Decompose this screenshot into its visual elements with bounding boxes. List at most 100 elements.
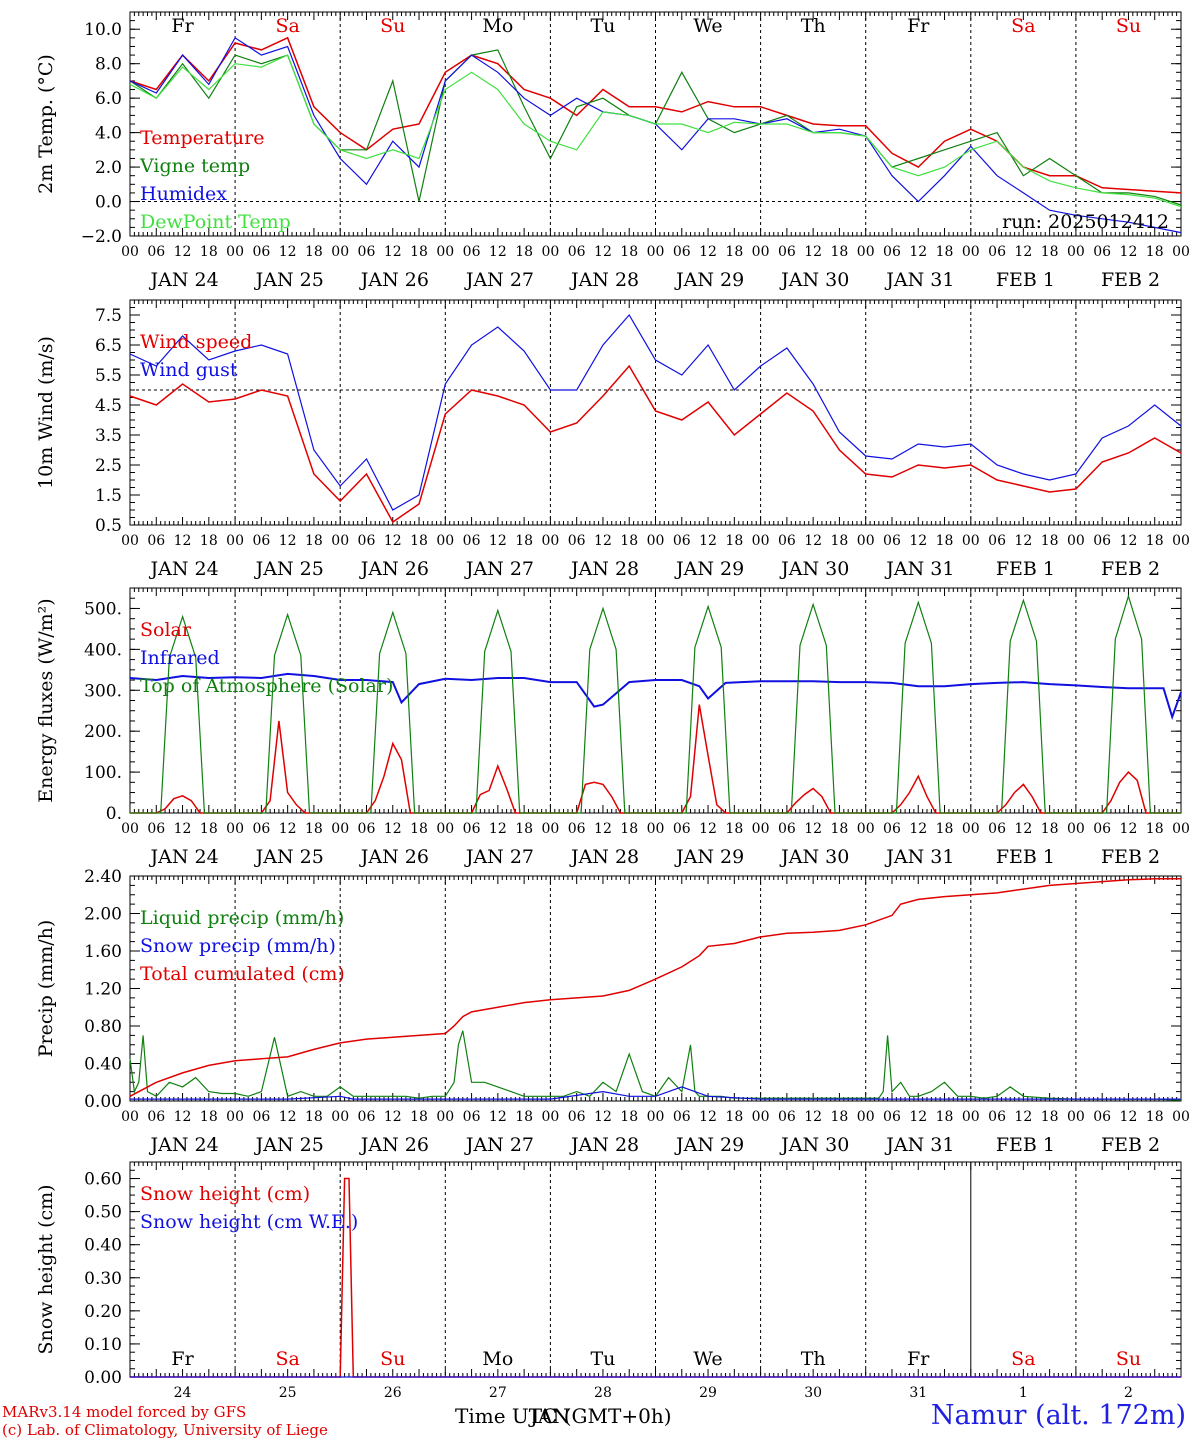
y-axis-label: Energy fluxes (W/m²) xyxy=(35,598,57,802)
hour-label: 00 xyxy=(121,1109,139,1125)
weekday-label: Th xyxy=(801,15,826,37)
day-number-label: 31 xyxy=(909,1385,927,1400)
hour-label: 00 xyxy=(962,821,980,837)
date-label: JAN 27 xyxy=(464,558,534,580)
hour-label: 06 xyxy=(147,244,165,260)
date-label: FEB 1 xyxy=(996,558,1055,580)
hour-label: 00 xyxy=(226,533,244,549)
hour-label: 00 xyxy=(541,533,559,549)
hour-label: 06 xyxy=(883,1109,901,1125)
series-line-infrared xyxy=(129,672,1182,721)
hour-label: 18 xyxy=(305,821,323,837)
hour-label: 12 xyxy=(909,533,927,549)
y-tick-label: 7.5 xyxy=(95,306,122,326)
hour-label: 00 xyxy=(226,244,244,260)
hour-label: 18 xyxy=(1146,821,1164,837)
hour-label: 00 xyxy=(857,244,875,260)
date-label: JAN 24 xyxy=(149,1134,219,1156)
hour-label: 00 xyxy=(541,244,559,260)
y-tick-label: 3.5 xyxy=(95,426,122,446)
date-label: JAN 29 xyxy=(674,846,744,868)
hour-label: 12 xyxy=(174,1109,192,1125)
hour-label: 06 xyxy=(147,821,165,837)
y-tick-label: 0.40 xyxy=(84,1055,122,1075)
hour-label: 06 xyxy=(988,1109,1006,1125)
series-line-wind-speed xyxy=(129,364,1182,524)
y-tick-label: 0.60 xyxy=(84,1170,122,1190)
day-number-label: 29 xyxy=(699,1385,717,1400)
hour-label: 06 xyxy=(568,533,586,549)
hour-label: 00 xyxy=(121,533,139,549)
y-tick-label: 0.20 xyxy=(84,1302,122,1322)
date-label: FEB 2 xyxy=(1101,269,1160,291)
hour-label: 00 xyxy=(962,1109,980,1125)
date-label: FEB 2 xyxy=(1101,558,1160,580)
hour-label: 00 xyxy=(752,533,770,549)
hour-label: 18 xyxy=(620,821,638,837)
hour-label: 06 xyxy=(1093,821,1111,837)
hour-label: 06 xyxy=(463,244,481,260)
legend-entry: Top of Atmosphere (Solar) xyxy=(140,675,393,697)
hour-label: 00 xyxy=(436,533,454,549)
hour-label: 12 xyxy=(699,821,717,837)
date-label: FEB 2 xyxy=(1101,1134,1160,1156)
hour-label: 06 xyxy=(1093,1109,1111,1125)
hour-label: 06 xyxy=(568,1109,586,1125)
hour-label: 06 xyxy=(883,821,901,837)
hour-label: 12 xyxy=(909,1109,927,1125)
legend-entry: Snow precip (mm/h) xyxy=(140,935,336,957)
date-label: JAN 31 xyxy=(884,269,954,291)
hour-label: 12 xyxy=(1120,533,1138,549)
y-tick-label: 0.40 xyxy=(84,1236,122,1256)
date-label: JAN 30 xyxy=(779,1134,849,1156)
hour-label: 12 xyxy=(909,821,927,837)
date-label: JAN 25 xyxy=(254,269,324,291)
panel-3-frame xyxy=(129,587,1182,814)
weekday-label: Th xyxy=(801,1348,826,1370)
hour-label: 00 xyxy=(1172,1109,1190,1125)
hour-label: 18 xyxy=(725,1109,743,1125)
hour-label: 12 xyxy=(384,533,402,549)
y-tick-label: 0.5 xyxy=(95,516,122,536)
date-label: JAN 30 xyxy=(779,558,849,580)
day-number-label: 25 xyxy=(279,1385,297,1400)
day-number-label: 28 xyxy=(594,1385,612,1400)
y-tick-label: 2.00 xyxy=(84,905,122,925)
date-label: JAN 25 xyxy=(254,1134,324,1156)
hour-label: 06 xyxy=(673,1109,691,1125)
date-label: JAN 28 xyxy=(569,558,639,580)
weekday-label: We xyxy=(693,1348,722,1370)
hour-label: 18 xyxy=(515,821,533,837)
hour-label: 00 xyxy=(1067,1109,1085,1125)
date-label: JAN 26 xyxy=(359,846,429,868)
y-tick-label: 0.00 xyxy=(84,1368,122,1388)
y-tick-label: 4.0 xyxy=(95,124,122,144)
date-label: JAN 31 xyxy=(884,846,954,868)
legend-entry: Solar xyxy=(140,619,192,641)
hour-label: 00 xyxy=(436,1109,454,1125)
hour-label: 12 xyxy=(384,244,402,260)
y-tick-label: 2.40 xyxy=(84,867,122,887)
hour-label: 06 xyxy=(568,244,586,260)
y-tick-label: 1.20 xyxy=(84,980,122,1000)
weekday-label: Su xyxy=(1116,1348,1141,1370)
hour-label: 00 xyxy=(962,533,980,549)
date-label: JAN 31 xyxy=(884,1134,954,1156)
hour-label: 18 xyxy=(620,533,638,549)
hour-label: 12 xyxy=(699,1109,717,1125)
hour-label: 18 xyxy=(200,244,218,260)
y-tick-label: 0.00 xyxy=(84,1092,122,1112)
hour-label: 06 xyxy=(252,821,270,837)
x-axis-title: Time UTC (GMT+0h) xyxy=(455,1404,672,1428)
hour-label: 06 xyxy=(673,821,691,837)
hour-label: 12 xyxy=(1014,1109,1032,1125)
legend-entry: Snow height (cm W.E.) xyxy=(140,1211,358,1233)
hour-label: 06 xyxy=(673,244,691,260)
hour-label: 12 xyxy=(1120,821,1138,837)
hour-label: 12 xyxy=(804,821,822,837)
hour-label: 18 xyxy=(831,533,849,549)
hour-label: 18 xyxy=(200,533,218,549)
hour-label: 00 xyxy=(226,821,244,837)
hour-label: 06 xyxy=(988,533,1006,549)
y-tick-label: 10.0 xyxy=(84,20,122,40)
